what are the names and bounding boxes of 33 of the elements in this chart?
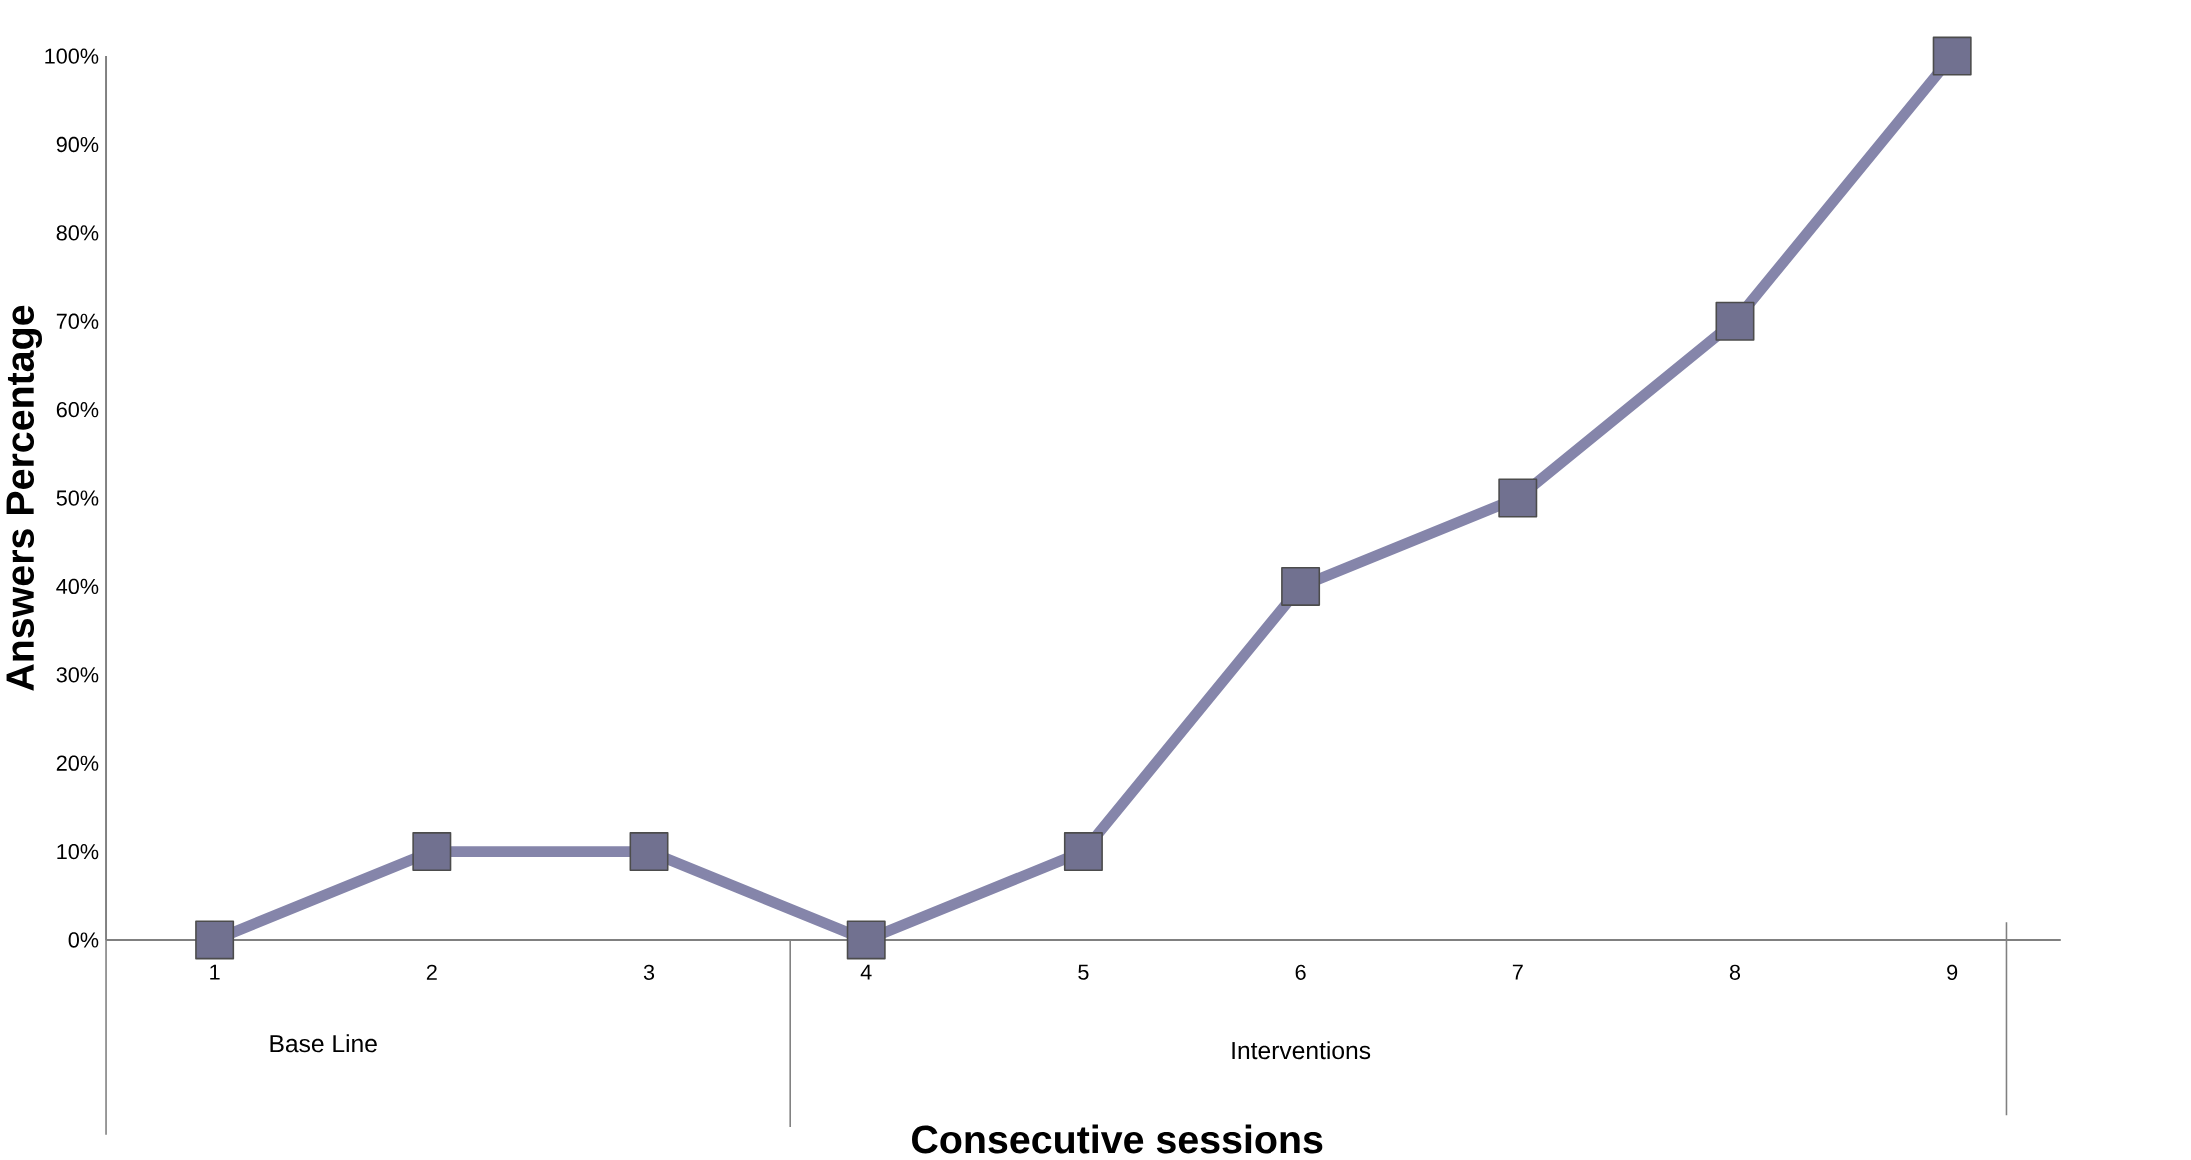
x-tick-label: 7 — [1512, 964, 1523, 980]
y-tick-label: 70% — [56, 313, 99, 329]
x-tick-label: 4 — [860, 964, 872, 980]
point — [1063, 832, 1103, 872]
y-tick-label: 40% — [56, 578, 99, 595]
y-tick-label: 100% — [45, 48, 99, 64]
y-tick-label: 10% — [57, 843, 99, 860]
y-tick-label: 0% — [68, 932, 99, 948]
y-tick-label: 20% — [56, 755, 99, 771]
text: Interventions — [1232, 1041, 1371, 1060]
point — [1715, 301, 1755, 341]
point — [195, 920, 235, 960]
x-tick-label: 2 — [426, 964, 437, 980]
point — [1932, 36, 1972, 76]
y-tick-label: 30% — [56, 667, 99, 683]
x-axis-title: Consecutive sessions — [912, 1124, 1323, 1154]
point — [1281, 566, 1321, 606]
point — [1498, 478, 1538, 518]
y-tick-label: 60% — [56, 401, 99, 418]
x-tick-label: 6 — [1295, 964, 1306, 980]
x-tick-label: 1 — [210, 964, 220, 980]
y-tick-label: 90% — [56, 136, 99, 153]
y-tick-label: 50% — [56, 490, 99, 506]
point — [629, 832, 669, 872]
x-tick-label: 9 — [1947, 964, 1958, 980]
x-tick-label: 5 — [1078, 964, 1089, 980]
point — [412, 832, 452, 872]
x-tick-label: 8 — [1729, 964, 1741, 980]
y-axis-title: Answers Percentage — [6, 305, 42, 691]
x-tick-label: 3 — [643, 964, 655, 980]
point — [846, 920, 886, 960]
y-tick-label: 80% — [56, 225, 99, 241]
text: Base Line — [270, 1034, 377, 1053]
